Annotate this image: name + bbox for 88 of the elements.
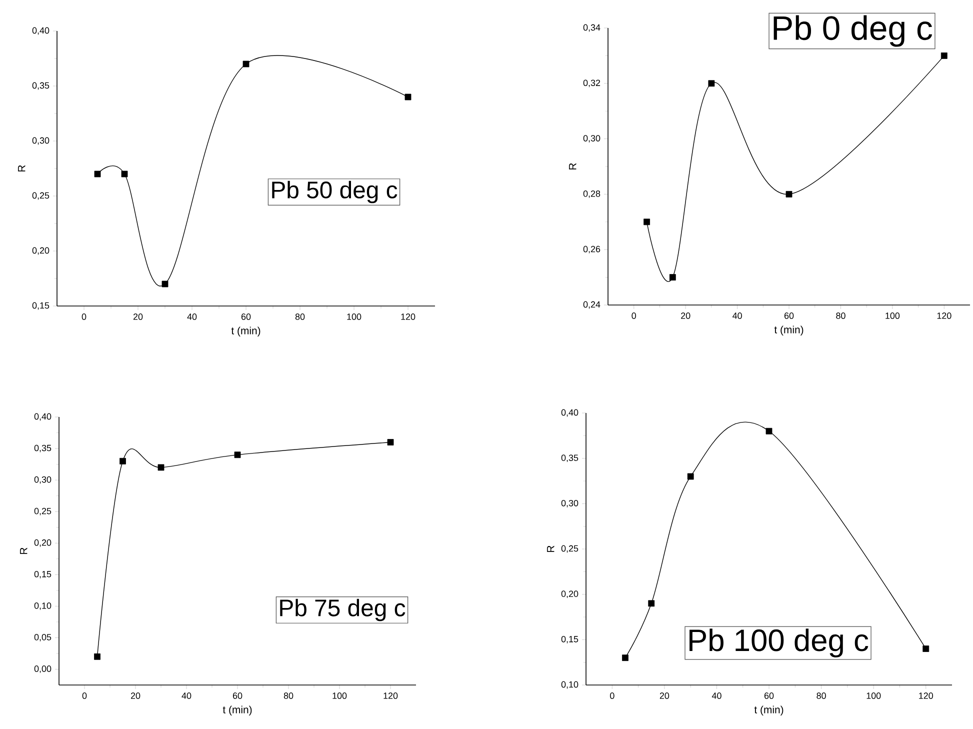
point [387,439,394,446]
x-axis-title: t (min) [222,706,252,716]
y-tick-label: 0,20 [32,247,50,255]
x-tick-label: 100 [866,692,881,699]
x-tick-label: 40 [182,692,192,699]
y-tick-label: 0,15 [561,636,578,644]
x-tick-label: 20 [681,312,690,319]
point [922,646,930,652]
y-tick-label: 0,26 [583,246,600,254]
x-tick-label: 120 [919,692,933,699]
y-tick-label: 0,35 [561,454,578,462]
point [766,428,772,434]
point [234,452,241,458]
y-tick-label: 0,00 [34,666,52,673]
x-tick-label: 120 [384,692,398,699]
x-tick-label: 100 [332,692,347,699]
x-tick-label: 80 [295,314,305,320]
point [708,80,715,87]
y-tick-label: 0,25 [561,545,578,553]
x-tick-label: 40 [712,692,722,699]
y-axis-title: R [20,548,28,554]
y-tick-label: 0,30 [561,500,578,508]
y-tick-label: 0,40 [561,409,578,417]
y-tick-label: 0,15 [34,570,52,578]
point [648,600,655,607]
x-tick-label: 0 [610,692,614,699]
x-tick-label: 60 [241,314,251,320]
y-tick-label: 0,15 [32,302,50,310]
y-axis-title: R [569,163,576,170]
x-tick-label: 20 [133,314,143,320]
point [121,170,128,178]
y-tick-label: 0,10 [34,602,52,610]
y-tick-label: 0,30 [34,476,52,484]
x-axis-title: t (min) [754,706,784,716]
x-tick-label: 100 [347,314,362,320]
annotation: Pb 75 deg c [280,598,406,622]
x-tick-label: 60 [232,692,242,699]
point [120,458,126,464]
annotation: Pb 0 deg c [774,15,932,47]
point [940,52,948,59]
x-tick-label: 0 [632,312,636,319]
point [687,473,694,480]
point [786,191,792,198]
y-tick-label: 0,25 [32,192,50,200]
x-axis-title: t (min) [231,326,260,336]
y-tick-label: 0,10 [561,681,578,689]
x-axis-title: t (min) [774,326,804,336]
x-tick-label: 20 [130,692,140,699]
x-tick-label: 40 [187,314,197,320]
point [669,274,676,281]
x-tick-label: 0 [82,692,87,699]
annotation: Pb 50 deg c [272,180,398,204]
y-tick-label: 0,20 [561,590,578,598]
y-axis-title: R [18,165,26,172]
y-tick-label: 0,25 [34,508,52,516]
y-tick-label: 0,30 [583,135,600,142]
y-tick-label: 0,32 [583,80,600,88]
point [242,60,250,68]
y-tick-label: 0,24 [583,301,600,309]
x-tick-label: 0 [82,314,86,320]
x-tick-label: 40 [732,312,742,319]
x-tick-label: 80 [284,692,294,699]
point [644,218,650,226]
y-tick-label: 0,35 [32,82,50,90]
y-tick-label: 0,40 [34,413,52,421]
point [404,94,412,100]
y-tick-label: 0,30 [32,137,50,145]
y-tick-label: 0,35 [34,444,52,452]
y-tick-label: 0,28 [583,190,600,198]
point [94,653,100,660]
x-tick-label: 80 [816,692,826,699]
x-tick-label: 60 [764,692,774,699]
y-tick-label: 0,20 [34,539,52,547]
point [162,280,168,288]
y-tick-label: 0,05 [34,634,52,642]
point [622,654,628,662]
x-tick-label: 120 [937,312,952,319]
x-tick-label: 120 [401,314,416,320]
point [94,170,101,178]
x-tick-label: 60 [784,312,794,319]
point [158,464,164,471]
x-tick-label: 100 [886,312,900,319]
x-tick-label: 20 [660,692,670,699]
x-tick-label: 80 [836,312,846,319]
y-axis-title: R [547,546,554,552]
y-tick-label: 0,40 [32,27,50,35]
annotation: Pb 100 deg c [690,628,868,658]
y-tick-label: 0,34 [583,24,600,32]
